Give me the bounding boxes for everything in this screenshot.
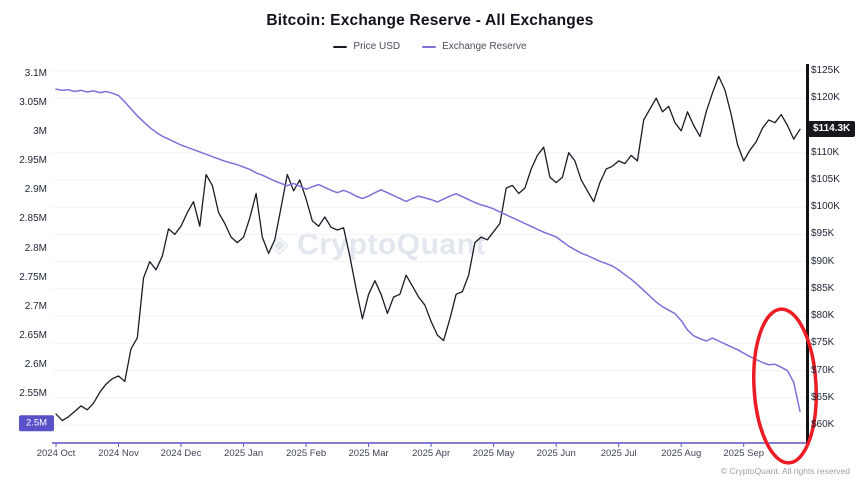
right-axis-tick-label: $65K bbox=[811, 391, 835, 403]
left-axis-tick-label: 2.8M bbox=[24, 242, 47, 254]
legend-label-price-usd: Price USD bbox=[353, 41, 401, 52]
right-axis-tick-label: $95K bbox=[811, 228, 835, 240]
series-lines bbox=[55, 75, 801, 422]
legend-label-exchange-reserve: Exchange Reserve bbox=[442, 41, 527, 52]
right-axis-tick-label: $120K bbox=[811, 92, 840, 104]
right-axis-tick-label: $80K bbox=[811, 310, 835, 322]
left-axis-tick-label: 2.95M bbox=[19, 155, 47, 167]
legend-item-exchange-reserve[interactable]: Exchange Reserve bbox=[422, 41, 527, 52]
legend: Price USD Exchange Reserve bbox=[0, 41, 860, 52]
left-axis-tick-label: 3.1M bbox=[24, 68, 47, 79]
series-line-exchange-reserve[interactable] bbox=[55, 88, 801, 413]
left-axis-tick-label: 2.6M bbox=[24, 358, 47, 370]
price-current-value-badge: $114.3K bbox=[808, 121, 856, 138]
left-axis: 3.1M 3.05M 3M 2.95M 2.9M 2.85M 2.8M 2.75M 2.7M 2.… bbox=[0, 0, 47, 484]
right-axis-tick-label: $85K bbox=[811, 282, 835, 294]
right-axis-tick-label: $125K bbox=[811, 65, 840, 76]
right-axis-tick-label: $60K bbox=[811, 419, 835, 430]
left-axis-tick-label: 2.75M bbox=[19, 271, 47, 283]
exchange-reserve-line-swatch bbox=[422, 45, 437, 48]
left-axis-tick-label: 2.85M bbox=[19, 213, 47, 225]
right-axis-tick-label: $100K bbox=[811, 201, 840, 213]
right-axis: $125K $120K $110K $105K $100K $95K $90K $85K $80… bbox=[811, 0, 860, 484]
left-axis-tick-label: 3M bbox=[33, 126, 47, 138]
series-line-price-usd[interactable] bbox=[55, 75, 801, 422]
left-axis-tick-label: 3.05M bbox=[19, 97, 47, 109]
right-axis-tick-label: $110K bbox=[811, 146, 840, 158]
right-axis-tick-label: $105K bbox=[811, 173, 840, 185]
right-axis-tick-label: $75K bbox=[811, 337, 835, 349]
left-axis-tick-label: 2.65M bbox=[19, 329, 47, 341]
right-axis-tick-label: $70K bbox=[811, 364, 835, 376]
left-axis-tick-label: 2.9M bbox=[24, 184, 47, 196]
left-axis-tick-label: 2.55M bbox=[19, 387, 47, 399]
reserve-current-value-badge: 2.5M bbox=[19, 415, 54, 431]
legend-item-price-usd[interactable]: Price USD bbox=[333, 41, 400, 52]
annotation-layer bbox=[752, 307, 818, 465]
copyright-text: © CryptoQuant. All rights reserved bbox=[720, 466, 850, 476]
chart-title: Bitcoin: Exchange Reserve - All Exchange… bbox=[266, 12, 594, 29]
right-axis-tick-label: $90K bbox=[811, 255, 835, 267]
price-line-swatch bbox=[333, 45, 348, 48]
left-axis-tick-label: 2.7M bbox=[24, 300, 47, 312]
red-circle-annotation bbox=[752, 307, 818, 465]
axis-lines bbox=[52, 64, 809, 447]
gridlines bbox=[52, 70, 806, 426]
